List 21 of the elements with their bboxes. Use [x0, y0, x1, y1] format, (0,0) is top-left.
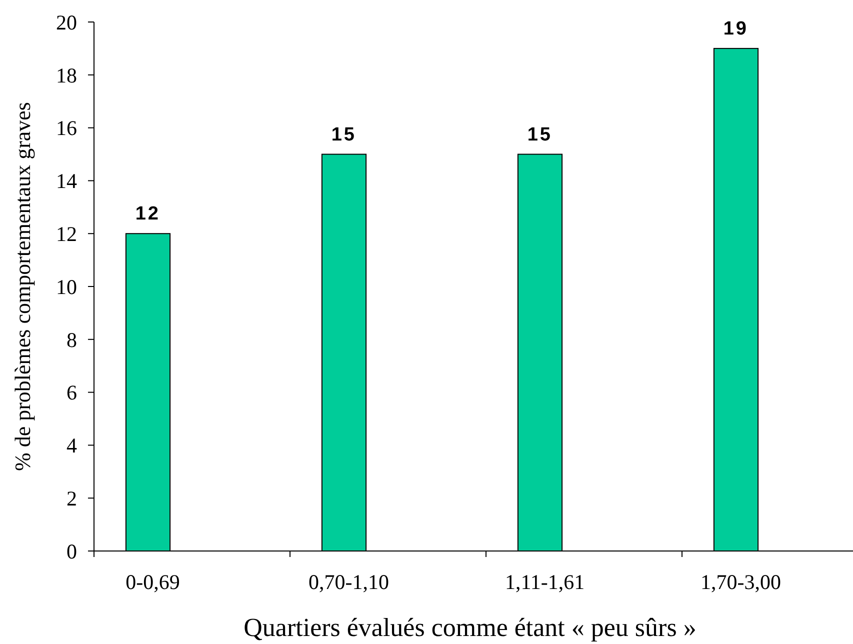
y-tick-label: 14 [56, 169, 78, 194]
y-axis-title: % de problèmes comportementaux graves [10, 102, 35, 471]
x-tick-label: 1,70-3,00 [700, 570, 782, 594]
y-tick-label: 20 [56, 10, 77, 34]
x-tick-label: 0-0,69 [126, 570, 180, 594]
y-tick-label: 0 [66, 539, 77, 564]
y-tick-label: 16 [56, 116, 77, 140]
x-tick-label: 0,70-1,10 [308, 570, 390, 594]
y-tick-label: 6 [66, 380, 77, 405]
y-tick-label: 10 [56, 274, 77, 299]
y-tick-label: 12 [56, 222, 77, 246]
data-label: 15 [331, 124, 356, 146]
y-tick-label: 2 [66, 486, 77, 510]
data-label: 15 [527, 124, 552, 146]
y-tick-label: 4 [66, 434, 78, 458]
x-axis-title: Quartiers évalués comme étant « peu sûrs » [244, 613, 696, 642]
y-tick-label: 8 [66, 328, 77, 352]
y-tick-label: 18 [56, 63, 77, 88]
data-label: 19 [723, 18, 748, 40]
x-tick-label: 1,11-1,61 [504, 570, 585, 594]
data-label: 12 [135, 204, 160, 225]
